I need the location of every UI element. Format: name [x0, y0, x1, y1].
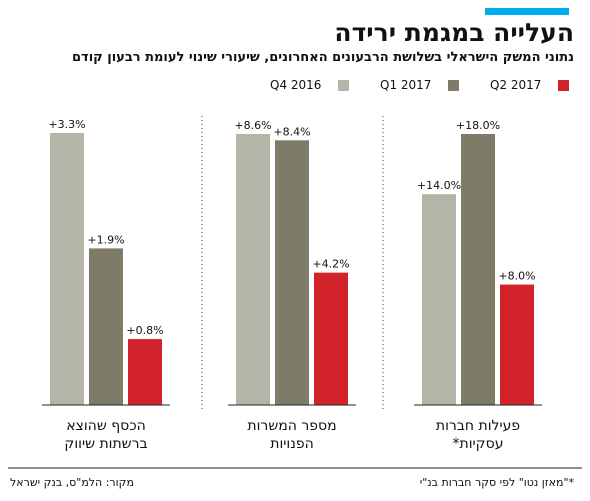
category-label-1-line1: הכסף שהוצא — [66, 418, 146, 434]
data-label-2-2: +8.4% — [273, 125, 310, 138]
data-label-3-2: +18.0% — [456, 119, 500, 132]
legend: Q4 2016 Q1 2017 Q2 2017 — [270, 78, 575, 94]
footnote: *"מאזן נטו" לפי סקר חברות בנ"י — [419, 476, 574, 489]
data-label-2-3: +4.2% — [312, 258, 349, 271]
bar-2-3 — [314, 272, 348, 405]
category-label-3-line2: עסקיות* — [453, 436, 504, 452]
category-label-1-line2: ברשתות שיווק — [64, 436, 147, 452]
source-note: מקור: הלמ"ס, בנק ישראל — [10, 476, 134, 489]
bar-1-1 — [50, 133, 84, 405]
data-label-3-3: +8.0% — [498, 270, 535, 283]
accent-bar — [485, 8, 569, 15]
legend-label-q2-2017: Q2 2017 — [490, 78, 542, 92]
legend-swatch-q2-2017 — [558, 80, 569, 91]
bar-2-1 — [236, 134, 270, 405]
legend-label-q1-2017: Q1 2017 — [380, 78, 432, 92]
data-label-2-1: +8.6% — [234, 119, 271, 132]
legend-swatch-q1-2017 — [448, 80, 459, 91]
chart-title: העלייה במגמת ירידה — [334, 18, 574, 47]
category-label-3-line1: פעילות חברות — [436, 418, 520, 434]
bar-1-3 — [128, 339, 162, 405]
legend-swatch-q4-2016 — [338, 80, 349, 91]
data-label-1-3: +0.8% — [126, 324, 163, 337]
chart-subtitle: נתוני המשק הישראלי בשלושת הרבעונים האחרו… — [72, 50, 574, 65]
data-label-1-2: +1.9% — [87, 233, 124, 246]
data-label-3-1: +14.0% — [417, 179, 461, 192]
bar-2-2 — [275, 140, 309, 406]
data-label-1-1: +3.3% — [48, 118, 85, 131]
category-label-2-line1: מספר המשרות — [247, 418, 336, 434]
bar-1-2 — [89, 248, 123, 405]
bar-3-1 — [422, 194, 456, 405]
category-label-2-line2: הפנויות — [270, 436, 313, 452]
legend-label-q4-2016: Q4 2016 — [270, 78, 322, 92]
bar-3-3 — [500, 284, 534, 405]
bar-3-2 — [461, 134, 495, 405]
